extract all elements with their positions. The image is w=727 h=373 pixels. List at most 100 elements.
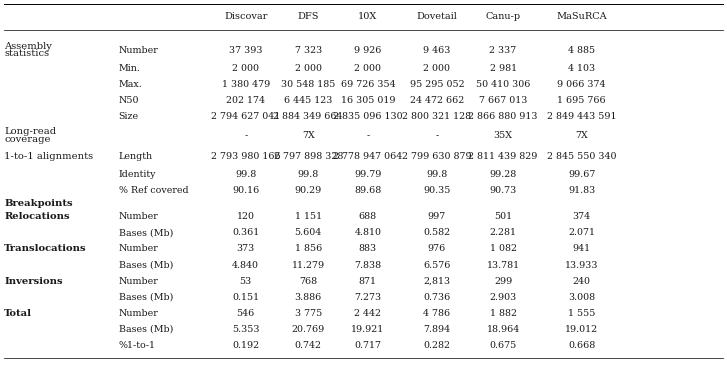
- Text: 6 445 123: 6 445 123: [284, 96, 332, 105]
- Text: Total: Total: [4, 308, 33, 318]
- Text: Assembly: Assembly: [4, 42, 52, 51]
- Text: 1 380 479: 1 380 479: [222, 80, 270, 89]
- Text: % Ref covered: % Ref covered: [119, 186, 188, 195]
- Text: 5.604: 5.604: [294, 228, 322, 238]
- Text: 20.769: 20.769: [292, 325, 325, 334]
- Text: 1-to-1 alignments: 1-to-1 alignments: [4, 152, 94, 161]
- Text: 89.68: 89.68: [354, 186, 382, 195]
- Text: 7.838: 7.838: [354, 260, 382, 270]
- Text: 871: 871: [359, 276, 377, 286]
- Text: Inversions: Inversions: [4, 276, 63, 286]
- Text: 501: 501: [494, 212, 512, 222]
- Text: 4.840: 4.840: [232, 260, 260, 270]
- Text: 768: 768: [300, 276, 317, 286]
- Text: 6.576: 6.576: [423, 260, 451, 270]
- Text: 99.28: 99.28: [489, 170, 517, 179]
- Text: Bases (Mb): Bases (Mb): [119, 325, 173, 334]
- Text: 10X: 10X: [358, 12, 377, 21]
- Text: 5.353: 5.353: [232, 325, 260, 334]
- Text: 0.717: 0.717: [354, 341, 382, 350]
- Text: 0.361: 0.361: [232, 228, 260, 238]
- Text: Bases (Mb): Bases (Mb): [119, 228, 173, 238]
- Text: 202 174: 202 174: [226, 96, 265, 105]
- Text: 19.921: 19.921: [351, 325, 385, 334]
- Text: 2 000: 2 000: [354, 64, 382, 73]
- Text: 2 442: 2 442: [354, 308, 382, 318]
- Text: 99.8: 99.8: [297, 170, 319, 179]
- Text: Discovar: Discovar: [224, 12, 268, 21]
- Text: 90.35: 90.35: [423, 186, 451, 195]
- Text: 2 811 439 829: 2 811 439 829: [468, 152, 538, 161]
- Text: Number: Number: [119, 308, 158, 318]
- Text: 2 866 880 913: 2 866 880 913: [468, 112, 538, 121]
- Text: -: -: [435, 131, 438, 140]
- Text: 0.151: 0.151: [232, 292, 260, 302]
- Text: Max.: Max.: [119, 80, 142, 89]
- Text: Dovetail: Dovetail: [417, 12, 457, 21]
- Text: 69 726 354: 69 726 354: [340, 80, 395, 89]
- Text: 2 849 443 591: 2 849 443 591: [547, 112, 616, 121]
- Text: 99.8: 99.8: [426, 170, 448, 179]
- Text: 1 856: 1 856: [294, 244, 322, 254]
- Text: 30 548 185: 30 548 185: [281, 80, 335, 89]
- Text: 2 000: 2 000: [232, 64, 260, 73]
- Text: 4 103: 4 103: [568, 64, 595, 73]
- Text: 2 000: 2 000: [294, 64, 322, 73]
- Text: 90.73: 90.73: [489, 186, 517, 195]
- Text: 4 885: 4 885: [568, 46, 595, 55]
- Text: 3 775: 3 775: [294, 308, 322, 318]
- Text: 0.192: 0.192: [232, 341, 260, 350]
- Text: Long-read: Long-read: [4, 127, 57, 136]
- Text: Bases (Mb): Bases (Mb): [119, 260, 173, 270]
- Text: 37 393: 37 393: [229, 46, 262, 55]
- Text: MaSuRCA: MaSuRCA: [556, 12, 607, 21]
- Text: Length: Length: [119, 152, 153, 161]
- Text: 99.8: 99.8: [235, 170, 257, 179]
- Text: Bases (Mb): Bases (Mb): [119, 292, 173, 302]
- Text: Number: Number: [119, 212, 158, 222]
- Text: N50: N50: [119, 96, 139, 105]
- Text: 99.79: 99.79: [354, 170, 382, 179]
- Text: 7.894: 7.894: [423, 325, 451, 334]
- Text: 373: 373: [236, 244, 255, 254]
- Text: 0.675: 0.675: [489, 341, 517, 350]
- Text: Relocations: Relocations: [4, 212, 70, 222]
- Text: 2 884 349 664: 2 884 349 664: [273, 112, 343, 121]
- Text: 2 981: 2 981: [489, 64, 517, 73]
- Text: 4 786: 4 786: [423, 308, 451, 318]
- Text: Identity: Identity: [119, 170, 156, 179]
- Text: 35X: 35X: [494, 131, 513, 140]
- Text: 13.781: 13.781: [486, 260, 520, 270]
- Text: 2.281: 2.281: [489, 228, 517, 238]
- Text: 18.964: 18.964: [486, 325, 520, 334]
- Text: 0.582: 0.582: [423, 228, 451, 238]
- Text: 240: 240: [573, 276, 590, 286]
- Text: Min.: Min.: [119, 64, 140, 73]
- Text: -: -: [244, 131, 247, 140]
- Text: 1 082: 1 082: [489, 244, 517, 254]
- Text: 2 800 321 128: 2 800 321 128: [402, 112, 472, 121]
- Text: 2 793 980 166: 2 793 980 166: [211, 152, 281, 161]
- Text: 2 337: 2 337: [489, 46, 517, 55]
- Text: Breakpoints: Breakpoints: [4, 199, 73, 208]
- Text: 2.071: 2.071: [568, 228, 595, 238]
- Text: 91.83: 91.83: [568, 186, 595, 195]
- Text: 0.742: 0.742: [294, 341, 322, 350]
- Text: 50 410 306: 50 410 306: [476, 80, 530, 89]
- Text: 19.012: 19.012: [565, 325, 598, 334]
- Text: statistics: statistics: [4, 49, 49, 58]
- Text: 997: 997: [427, 212, 446, 222]
- Text: 2 845 550 340: 2 845 550 340: [547, 152, 616, 161]
- Text: DFS: DFS: [297, 12, 319, 21]
- Text: 90.29: 90.29: [294, 186, 322, 195]
- Text: Translocations: Translocations: [4, 244, 87, 254]
- Text: 1 151: 1 151: [294, 212, 322, 222]
- Text: 53: 53: [240, 276, 252, 286]
- Text: 546: 546: [236, 308, 255, 318]
- Text: 9 463: 9 463: [423, 46, 451, 55]
- Text: 9 926: 9 926: [354, 46, 382, 55]
- Text: Canu-p: Canu-p: [486, 12, 521, 21]
- Text: 7 667 013: 7 667 013: [479, 96, 527, 105]
- Text: -: -: [366, 131, 369, 140]
- Text: 299: 299: [494, 276, 513, 286]
